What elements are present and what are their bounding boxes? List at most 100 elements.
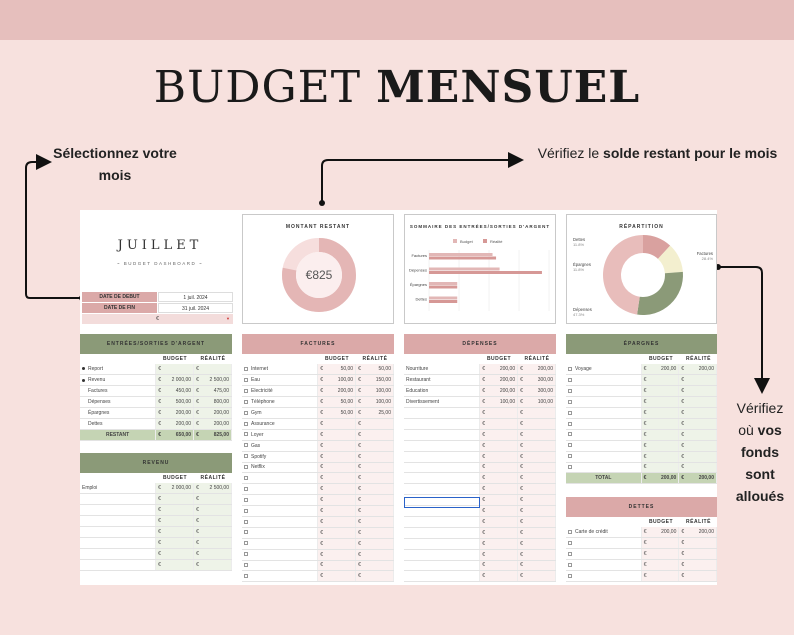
row-label-cell[interactable]: Spotify — [242, 451, 319, 463]
budget-cell[interactable]: € — [479, 440, 519, 452]
row-label-cell[interactable] — [566, 429, 642, 441]
realite-cell[interactable]: €2 500,00 — [193, 483, 232, 495]
budget-cell[interactable]: € — [479, 549, 519, 561]
row-label-cell[interactable] — [242, 538, 319, 550]
row-label-cell[interactable] — [242, 483, 319, 496]
budget-cell[interactable]: € — [317, 505, 357, 517]
budget-cell[interactable]: €50,00 — [317, 364, 357, 376]
realite-cell[interactable]: €100,00 — [355, 396, 394, 409]
row-label-cell[interactable]: Assurance — [242, 418, 319, 430]
row-label-cell[interactable]: Dettes — [80, 418, 157, 430]
row-label-cell[interactable] — [566, 440, 642, 452]
date-end-value[interactable]: 31 juil. 2024 — [158, 303, 233, 313]
realite-cell[interactable]: €200,00 — [517, 364, 556, 376]
row-label-cell[interactable]: Voyage — [566, 364, 642, 376]
row-label-cell[interactable] — [566, 559, 642, 572]
checkbox-icon[interactable] — [244, 486, 248, 491]
row-label-cell[interactable]: Dépenses — [80, 396, 157, 409]
row-label-cell[interactable] — [404, 440, 481, 452]
realite-cell[interactable]: € — [355, 570, 394, 583]
checkbox-icon[interactable] — [244, 497, 248, 502]
realite-cell[interactable]: €800,00 — [193, 396, 232, 409]
row-label-cell[interactable] — [404, 451, 481, 463]
row-label-cell[interactable]: Electricité — [242, 385, 319, 398]
budget-cell[interactable]: € — [155, 559, 195, 571]
realite-cell[interactable]: € — [517, 494, 556, 507]
budget-cell[interactable]: € — [641, 451, 680, 463]
row-label-cell[interactable] — [80, 559, 157, 571]
budget-cell[interactable]: € — [641, 418, 680, 430]
row-label-cell[interactable]: Carte de crédit — [566, 527, 642, 539]
budget-cell[interactable]: €100,00 — [317, 374, 357, 387]
row-label-cell[interactable] — [404, 429, 481, 441]
budget-cell[interactable]: € — [155, 493, 195, 506]
row-label-cell[interactable] — [80, 504, 157, 517]
checkbox-icon[interactable] — [568, 399, 572, 404]
realite-cell[interactable]: € — [517, 462, 556, 474]
row-label-cell[interactable] — [404, 570, 481, 583]
budget-cell[interactable]: € — [641, 440, 680, 452]
checkbox-icon[interactable] — [244, 443, 248, 448]
checkbox-icon[interactable] — [568, 529, 572, 534]
realite-cell[interactable]: € — [678, 396, 717, 409]
realite-cell[interactable]: € — [355, 516, 394, 528]
realite-cell[interactable]: € — [517, 549, 556, 561]
row-label-cell[interactable]: Netflix — [242, 462, 319, 474]
budget-cell[interactable]: € — [317, 472, 357, 485]
realite-cell[interactable]: € — [193, 548, 232, 560]
row-label-cell[interactable]: Factures — [80, 385, 157, 398]
row-label-cell[interactable] — [404, 549, 481, 561]
row-label-cell[interactable] — [404, 418, 481, 430]
realite-cell[interactable]: €50,00 — [355, 364, 394, 376]
budget-cell[interactable]: €2 000,00 — [155, 483, 195, 495]
row-label-cell[interactable] — [242, 549, 319, 561]
realite-cell[interactable]: € — [355, 494, 394, 507]
budget-cell[interactable]: € — [641, 548, 680, 561]
row-label-cell[interactable]: Internet — [242, 364, 319, 376]
realite-cell[interactable]: € — [678, 537, 717, 550]
currency-select[interactable]: € ▼ — [82, 314, 233, 324]
realite-cell[interactable]: € — [678, 451, 717, 463]
budget-cell[interactable]: € — [641, 462, 680, 474]
realite-cell[interactable]: € — [193, 504, 232, 517]
row-label-cell[interactable] — [80, 526, 157, 538]
realite-cell[interactable]: € — [355, 483, 394, 496]
budget-cell[interactable]: € — [641, 559, 680, 572]
budget-cell[interactable]: € — [479, 538, 519, 550]
realite-cell[interactable]: € — [193, 526, 232, 538]
realite-cell[interactable]: € — [193, 559, 232, 571]
budget-cell[interactable]: €200,00 — [641, 527, 680, 539]
row-label-cell[interactable]: Education — [404, 385, 481, 398]
row-label-cell[interactable] — [404, 527, 481, 539]
realite-cell[interactable]: € — [678, 440, 717, 452]
checkbox-icon[interactable] — [244, 563, 248, 568]
realite-cell[interactable]: € — [517, 451, 556, 463]
realite-cell[interactable]: € — [517, 440, 556, 452]
budget-cell[interactable]: € — [317, 451, 357, 463]
checkbox-icon[interactable] — [244, 552, 248, 557]
realite-cell[interactable]: €100,00 — [355, 385, 394, 398]
budget-cell[interactable]: € — [479, 505, 519, 517]
row-label-cell[interactable]: Revenu — [80, 374, 157, 387]
checkbox-icon[interactable] — [244, 399, 248, 404]
row-label-cell[interactable] — [404, 516, 481, 528]
budget-cell[interactable]: € — [155, 364, 195, 376]
budget-cell[interactable]: € — [479, 472, 519, 485]
checkbox-icon[interactable] — [244, 476, 248, 481]
budget-cell[interactable]: € — [317, 429, 357, 441]
row-label-cell[interactable]: Eau — [242, 374, 319, 387]
row-label-cell[interactable] — [566, 407, 642, 419]
checkbox-icon[interactable] — [568, 432, 572, 437]
row-label-cell[interactable]: Gas — [242, 440, 319, 452]
budget-cell[interactable]: €50,00 — [317, 407, 357, 419]
budget-cell[interactable]: € — [641, 407, 680, 419]
row-label-cell[interactable] — [566, 462, 642, 474]
realite-cell[interactable]: €475,00 — [193, 385, 232, 398]
row-label-cell[interactable] — [242, 527, 319, 539]
realite-cell[interactable]: €200,00 — [678, 527, 717, 539]
budget-cell[interactable]: € — [317, 418, 357, 430]
checkbox-icon[interactable] — [244, 454, 248, 459]
row-label-cell[interactable]: Divertissement — [404, 396, 481, 409]
row-label-cell[interactable] — [404, 483, 481, 496]
budget-cell[interactable]: € — [641, 385, 680, 398]
